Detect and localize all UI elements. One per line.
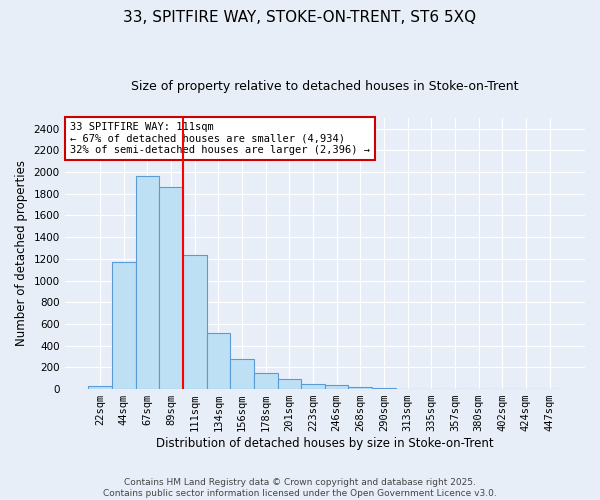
Bar [112,262,136,389]
Bar [206,332,230,389]
Bar [254,373,278,389]
Bar [136,176,159,389]
Bar [159,187,183,389]
Text: 33 SPITFIRE WAY: 111sqm
← 67% of detached houses are smaller (4,934)
32% of semi: 33 SPITFIRE WAY: 111sqm ← 67% of detache… [70,122,370,155]
Bar [278,380,301,389]
Bar [325,384,349,389]
Bar [88,386,112,389]
Bar [301,384,325,389]
Bar [396,388,419,389]
Title: Size of property relative to detached houses in Stoke-on-Trent: Size of property relative to detached ho… [131,80,518,93]
X-axis label: Distribution of detached houses by size in Stoke-on-Trent: Distribution of detached houses by size … [156,437,494,450]
Bar [372,388,396,389]
Text: 33, SPITFIRE WAY, STOKE-ON-TRENT, ST6 5XQ: 33, SPITFIRE WAY, STOKE-ON-TRENT, ST6 5X… [124,10,476,25]
Bar [183,254,206,389]
Y-axis label: Number of detached properties: Number of detached properties [15,160,28,346]
Bar [349,387,372,389]
Bar [230,359,254,389]
Text: Contains HM Land Registry data © Crown copyright and database right 2025.
Contai: Contains HM Land Registry data © Crown c… [103,478,497,498]
